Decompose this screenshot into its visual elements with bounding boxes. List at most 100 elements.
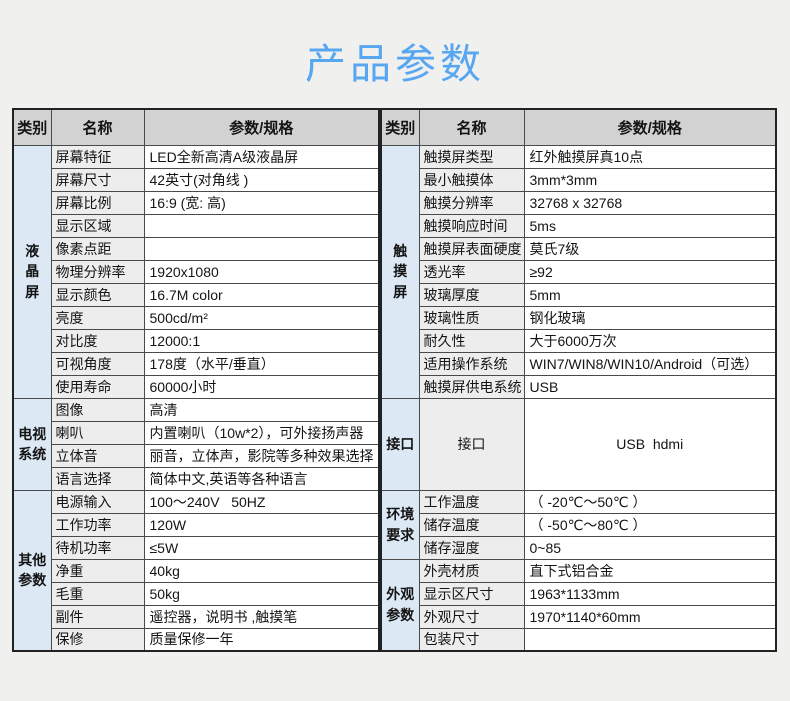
spec-value-cell: 1920x1080 [143, 259, 380, 284]
category-line: 系统 [18, 446, 47, 462]
spec-value-cell [143, 236, 380, 261]
spec-name-cell: 喇叭 [50, 420, 145, 445]
category-line: 环境 [386, 506, 415, 523]
spec-row: 玻璃性质 钢化玻璃 [381, 305, 777, 330]
spec-name-cell: 图像 [50, 397, 145, 422]
spec-value-cell: 5ms [523, 213, 777, 238]
spec-name-cell: 耐久性 [418, 328, 525, 353]
category-line: 接口 [386, 435, 415, 452]
spec-name-cell: 玻璃性质 [418, 305, 525, 330]
spec-value-cell: 16:9 (宽: 高) [143, 190, 380, 215]
spec-value-cell: USB [523, 374, 777, 399]
spec-row: 其他 参数 电源输入 100～240V 50HZ [12, 489, 380, 652]
spec-name-cell: 净重 [50, 558, 145, 583]
spec-name-cell: 屏幕比例 [50, 190, 145, 215]
spec-name-cell: 立体音 [50, 443, 145, 468]
spec-row: 毛重 50kg [13, 581, 380, 606]
spec-name-cell: 储存湿度 [418, 535, 525, 560]
spec-row: 使用寿命 60000小时 [13, 374, 380, 399]
spec-row: 像素点距 [13, 236, 380, 261]
spec-value-cell: 60000小时 [143, 374, 380, 399]
spec-row: 耐久性 大于6000万次 [381, 328, 777, 353]
column-header: 名称 [50, 108, 145, 146]
spec-name-cell: 外观尺寸 [418, 604, 525, 629]
category-cell: 外观 参数 [380, 558, 420, 652]
spec-value-cell: 1963*1133mm [523, 581, 777, 606]
spec-name-cell: 使用寿命 [50, 374, 145, 399]
spec-name-cell: 工作温度 [418, 489, 525, 514]
spec-row: 对比度 12000:1 [13, 328, 380, 353]
spec-value-cell: 120W [143, 512, 380, 537]
category-cell: 接口 [380, 397, 420, 491]
column-header: 类别 [12, 108, 52, 146]
category-line: 其他 [18, 551, 47, 568]
spec-row: 储存温度（ -50℃～80℃ ） [381, 512, 777, 537]
spec-value-cell: 12000:1 [143, 328, 380, 353]
spec-row: 触摸响应时间 5ms [381, 213, 777, 238]
spec-row: 液晶屏屏幕特征 LED全新高清A级液晶屏 [12, 144, 380, 399]
category-cell: 触摸屏 [380, 144, 420, 399]
spec-value-cell: 0~85 [523, 535, 777, 560]
spec-name-cell: 储存温度 [418, 512, 525, 537]
spec-value-cell: 高清 [143, 397, 380, 422]
spec-value-cell: 32768 x 32768 [523, 190, 777, 215]
spec-value-cell: 遥控器，说明书 ,触摸笔 [143, 604, 380, 629]
spec-row: 工作功率 120W [13, 512, 380, 537]
spec-row: 物理分辨率 1920x1080 [13, 259, 380, 284]
spec-value-cell: LED全新高清A级液晶屏 [143, 144, 380, 169]
spec-value-cell: 莫氏7级 [523, 236, 777, 261]
spec-name-cell: 像素点距 [50, 236, 145, 261]
spec-name-cell: 透光率 [418, 259, 525, 284]
spec-value-cell [143, 213, 380, 238]
spec-row: 外观尺寸 1970*1140*60mm [381, 604, 777, 629]
spec-name-cell: 语言选择 [50, 466, 145, 491]
spec-row: 屏幕尺寸 42英寸(对角线 ) [13, 167, 380, 192]
category-line: 触 [393, 243, 408, 260]
spec-row: 语言选择 简体中文,英语等各种语言 [13, 466, 380, 491]
spec-row: 触摸屏表面硬度 莫氏7级 [381, 236, 777, 261]
spec-name-cell: 工作功率 [50, 512, 145, 537]
spec-name-cell: 对比度 [50, 328, 145, 353]
spec-row: 触摸屏供电系统 USB [381, 374, 777, 399]
category-line: 参数 [18, 572, 47, 589]
spec-row: 保修 质量保修一年 [13, 627, 380, 652]
spec-value-cell: 简体中文,英语等各种语言 [143, 466, 380, 491]
spec-name-cell: 物理分辨率 [50, 259, 145, 284]
spec-row: 透光率 ≥92 [381, 259, 777, 284]
category-line: 参数 [386, 606, 415, 623]
spec-row: 接口 接口 USB hdmi [380, 397, 777, 491]
category-line: 要求 [386, 526, 415, 543]
spec-name-cell: 接口 [418, 397, 525, 491]
spec-row: 最小触摸体 3mm*3mm [381, 167, 777, 192]
spec-row: 显示颜色 16.7M color [13, 282, 380, 307]
column-header: 名称 [418, 108, 525, 146]
header-row: 类别 名称 参数/规格 [12, 108, 380, 146]
spec-row: 喇叭 内置喇叭（10w*2），可外接扬声器 [13, 420, 380, 445]
spec-value-cell: 红外触摸屏真10点 [523, 144, 777, 169]
spec-value-cell: 1970*1140*60mm [523, 604, 777, 629]
spec-value-cell: 丽音，立体声，影院等多种效果选择 [143, 443, 380, 468]
category-line: 电视 [18, 425, 47, 442]
spec-row: 环境 要求 工作温度（ -20℃～50℃ ） [380, 489, 777, 560]
header-row: 类别 名称 参数/规格 [380, 108, 777, 146]
spec-table-right: 类别 名称 参数/规格触摸屏触摸屏类型 红外触摸屏真10点 最小触摸体 3mm*3mm 触摸… [380, 108, 777, 652]
spec-name-cell: 触摸响应时间 [418, 213, 525, 238]
spec-row: 屏幕比例 16:9 (宽: 高) [13, 190, 380, 215]
spec-value-cell: 大于6000万次 [523, 328, 777, 353]
spec-name-cell: 副件 [50, 604, 145, 629]
spec-row: 触摸分辨率 32768 x 32768 [381, 190, 777, 215]
spec-row: 待机功率 ≤5W [13, 535, 380, 560]
spec-name-cell: 电源输入 [50, 489, 145, 514]
spec-name-cell: 外壳材质 [418, 558, 525, 583]
spec-row: 可视角度 178度（水平/垂直） [13, 351, 380, 376]
spec-row: 外观 参数 外壳材质 直下式铝合金 [380, 558, 777, 652]
spec-value-cell: ≤5W [143, 535, 380, 560]
spec-value-cell: 5mm [523, 282, 777, 307]
spec-row: 副件 遥控器，说明书 ,触摸笔 [13, 604, 380, 629]
spec-name-cell: 显示区域 [50, 213, 145, 238]
spec-row: 显示区尺寸 1963*1133mm [381, 581, 777, 606]
spec-value-cell: 16.7M color [143, 282, 380, 307]
spec-name-cell: 适用操作系统 [418, 351, 525, 376]
category-line: 摸 [393, 263, 408, 280]
spec-name-cell: 待机功率 [50, 535, 145, 560]
